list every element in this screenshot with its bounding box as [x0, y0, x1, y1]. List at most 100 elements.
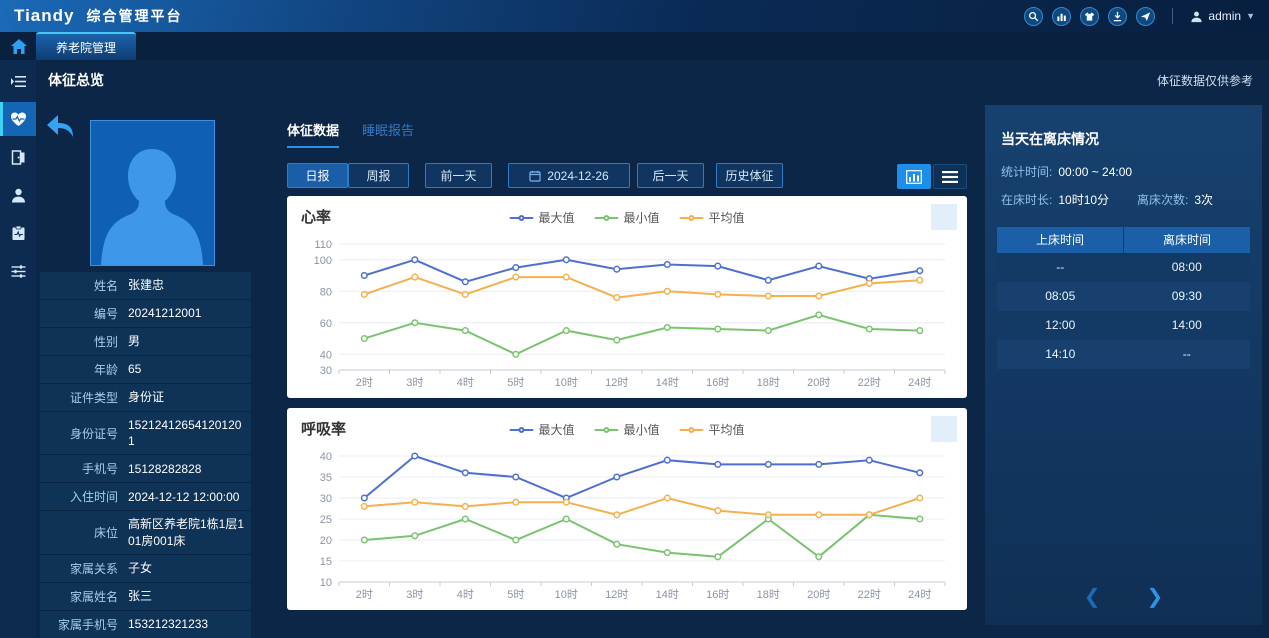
chart-action-icon[interactable] — [931, 416, 957, 442]
heart-rate-card: 心率 最大值 最小值 平均值 30 40 60 80 100 110 2时 3时 4时 5时 10时 12… — [287, 196, 967, 398]
sidebar-item-rooms[interactable] — [0, 140, 36, 174]
svg-text:4时: 4时 — [457, 588, 474, 601]
svg-text:20时: 20时 — [807, 376, 830, 389]
stat-time: 统计时间: 00:00 ~ 24:00 — [1001, 165, 1133, 179]
legend-item[interactable]: 最大值 — [509, 421, 574, 438]
bed-table-cell: 14:00 — [1171, 318, 1202, 332]
next-day-button[interactable]: 后一天 — [637, 163, 704, 188]
svg-text:14时: 14时 — [656, 588, 679, 601]
header-divider — [1172, 8, 1174, 24]
svg-text:16时: 16时 — [706, 376, 729, 389]
patient-info-row: 年龄 65 — [40, 356, 251, 384]
tab-nursing-home[interactable]: 养老院管理 — [36, 32, 136, 60]
info-label: 入住时间 — [69, 490, 118, 505]
legend-item[interactable]: 平均值 — [679, 421, 745, 438]
home-icon[interactable] — [9, 37, 29, 57]
vitals-disclaimer: 体征数据仅供参考 — [1156, 74, 1253, 88]
date-picker[interactable]: 2024-12-26 — [508, 163, 630, 188]
svg-text:10: 10 — [320, 577, 332, 589]
info-value: 高新区养老院1栋1层101房001床 — [128, 517, 245, 548]
info-label: 编号 — [93, 307, 118, 321]
bed-table-row: -- 08:00 — [997, 253, 1250, 282]
tab-sleep-report[interactable]: 睡眠报告 — [362, 123, 415, 138]
patient-info-row: 床位 高新区养老院1栋1层101房001床 — [40, 511, 251, 555]
sidebar-item-persons[interactable] — [0, 178, 36, 212]
prev-page-icon[interactable]: ❮ — [1083, 586, 1101, 608]
info-value: 身份证 — [128, 390, 165, 405]
bed-table-cell: -- — [1056, 260, 1065, 274]
list-view-icon[interactable] — [933, 164, 967, 189]
patient-info-row: 姓名 张建忠 — [40, 272, 251, 300]
person-icon — [11, 188, 25, 202]
svg-text:15: 15 — [320, 556, 332, 568]
legend-item[interactable]: 平均值 — [679, 209, 745, 226]
sliders-icon — [11, 264, 25, 278]
back-button[interactable] — [45, 112, 75, 140]
legend-marker-icon — [509, 214, 534, 221]
legend-item[interactable]: 最小值 — [594, 209, 660, 226]
header-actions: admin ▼ — [1024, 6, 1255, 26]
svg-text:12时: 12时 — [605, 588, 628, 601]
chevron-down-icon: ▼ — [1246, 11, 1255, 21]
calendar-icon — [529, 170, 541, 182]
svg-text:2时: 2时 — [356, 376, 373, 389]
svg-text:30: 30 — [320, 493, 332, 505]
info-label: 姓名 — [93, 279, 118, 293]
sidebar — [0, 60, 36, 638]
daily-report-button[interactable]: 日报 — [287, 163, 348, 188]
info-label: 家属姓名 — [69, 589, 118, 604]
bar-chart-icon[interactable] — [1052, 6, 1072, 26]
sidebar-item-menu[interactable] — [0, 64, 36, 98]
info-value: 张三 — [128, 589, 153, 604]
legend-marker-icon — [679, 426, 704, 433]
legend-marker-icon — [679, 214, 704, 221]
patient-info-row: 证件类型 身份证 — [40, 384, 251, 412]
svg-text:16时: 16时 — [706, 588, 729, 601]
svg-text:12时: 12时 — [605, 376, 628, 389]
bed-table-cell: 12:00 — [1045, 318, 1076, 332]
sidebar-item-vitals[interactable] — [0, 102, 36, 136]
bed-table-header-on: 上床时间 — [997, 227, 1123, 253]
send-icon[interactable] — [1136, 6, 1156, 26]
info-value: 男 — [128, 334, 141, 349]
info-value: 2024-12-12 12:00:00 — [128, 489, 240, 504]
patient-info-row: 身份证号 152124126541201201 — [40, 412, 251, 456]
chart-title: 心率 — [301, 209, 332, 226]
bed-panel-title: 当天在离床情况 — [1001, 131, 1099, 147]
info-value: 153212321233 — [128, 617, 209, 632]
chart-action-icon[interactable] — [931, 204, 957, 230]
search-icon[interactable] — [1024, 6, 1044, 26]
legend-item[interactable]: 最小值 — [594, 421, 660, 438]
respiration-chart-canvas: 10 15 20 25 30 35 40 2时 3时 4时 5时 10时 12时 14时 16时 18时 20时… — [320, 451, 946, 601]
sidebar-item-settings[interactable] — [0, 254, 36, 288]
next-page-icon[interactable]: ❯ — [1146, 586, 1164, 608]
bed-table-cell: 14:10 — [1045, 347, 1076, 361]
info-label: 家属关系 — [69, 561, 118, 576]
tab-vitals-data[interactable]: 体征数据 — [287, 120, 340, 148]
patient-info-row: 手机号 15128282828 — [40, 455, 251, 484]
info-value: 15128282828 — [128, 461, 202, 476]
user-name: admin — [1208, 9, 1242, 23]
respiration-card: 呼吸率 最大值 最小值 平均值 10 15 20 25 30 35 40 2时 3时 4时 5时 10时 1… — [287, 408, 967, 610]
weekly-report-button[interactable]: 周报 — [348, 163, 409, 188]
prev-day-button[interactable]: 前一天 — [425, 163, 492, 188]
patient-info-row: 家属关系 子女 — [40, 554, 251, 583]
leave-bed-count: 离床次数: 3次 — [1137, 193, 1214, 207]
svg-text:25: 25 — [320, 514, 332, 526]
info-value: 子女 — [128, 561, 153, 576]
wardrobe-icon[interactable] — [1080, 6, 1100, 26]
patient-info-row: 编号 20241212001 — [40, 300, 251, 328]
chart-view-icon[interactable] — [897, 164, 931, 189]
sidebar-item-reports[interactable] — [0, 216, 36, 250]
info-value: 65 — [128, 362, 142, 377]
svg-text:24时: 24时 — [908, 376, 931, 389]
bed-table-cell: 08:00 — [1171, 260, 1202, 274]
svg-text:60: 60 — [320, 318, 332, 330]
bed-table-header-off: 离床时间 — [1124, 227, 1250, 253]
user-menu[interactable]: admin ▼ — [1190, 9, 1255, 23]
download-icon[interactable] — [1108, 6, 1128, 26]
svg-text:22时: 22时 — [858, 376, 881, 389]
legend-item[interactable]: 最大值 — [509, 209, 574, 226]
history-vitals-button[interactable]: 历史体征 — [716, 163, 783, 188]
